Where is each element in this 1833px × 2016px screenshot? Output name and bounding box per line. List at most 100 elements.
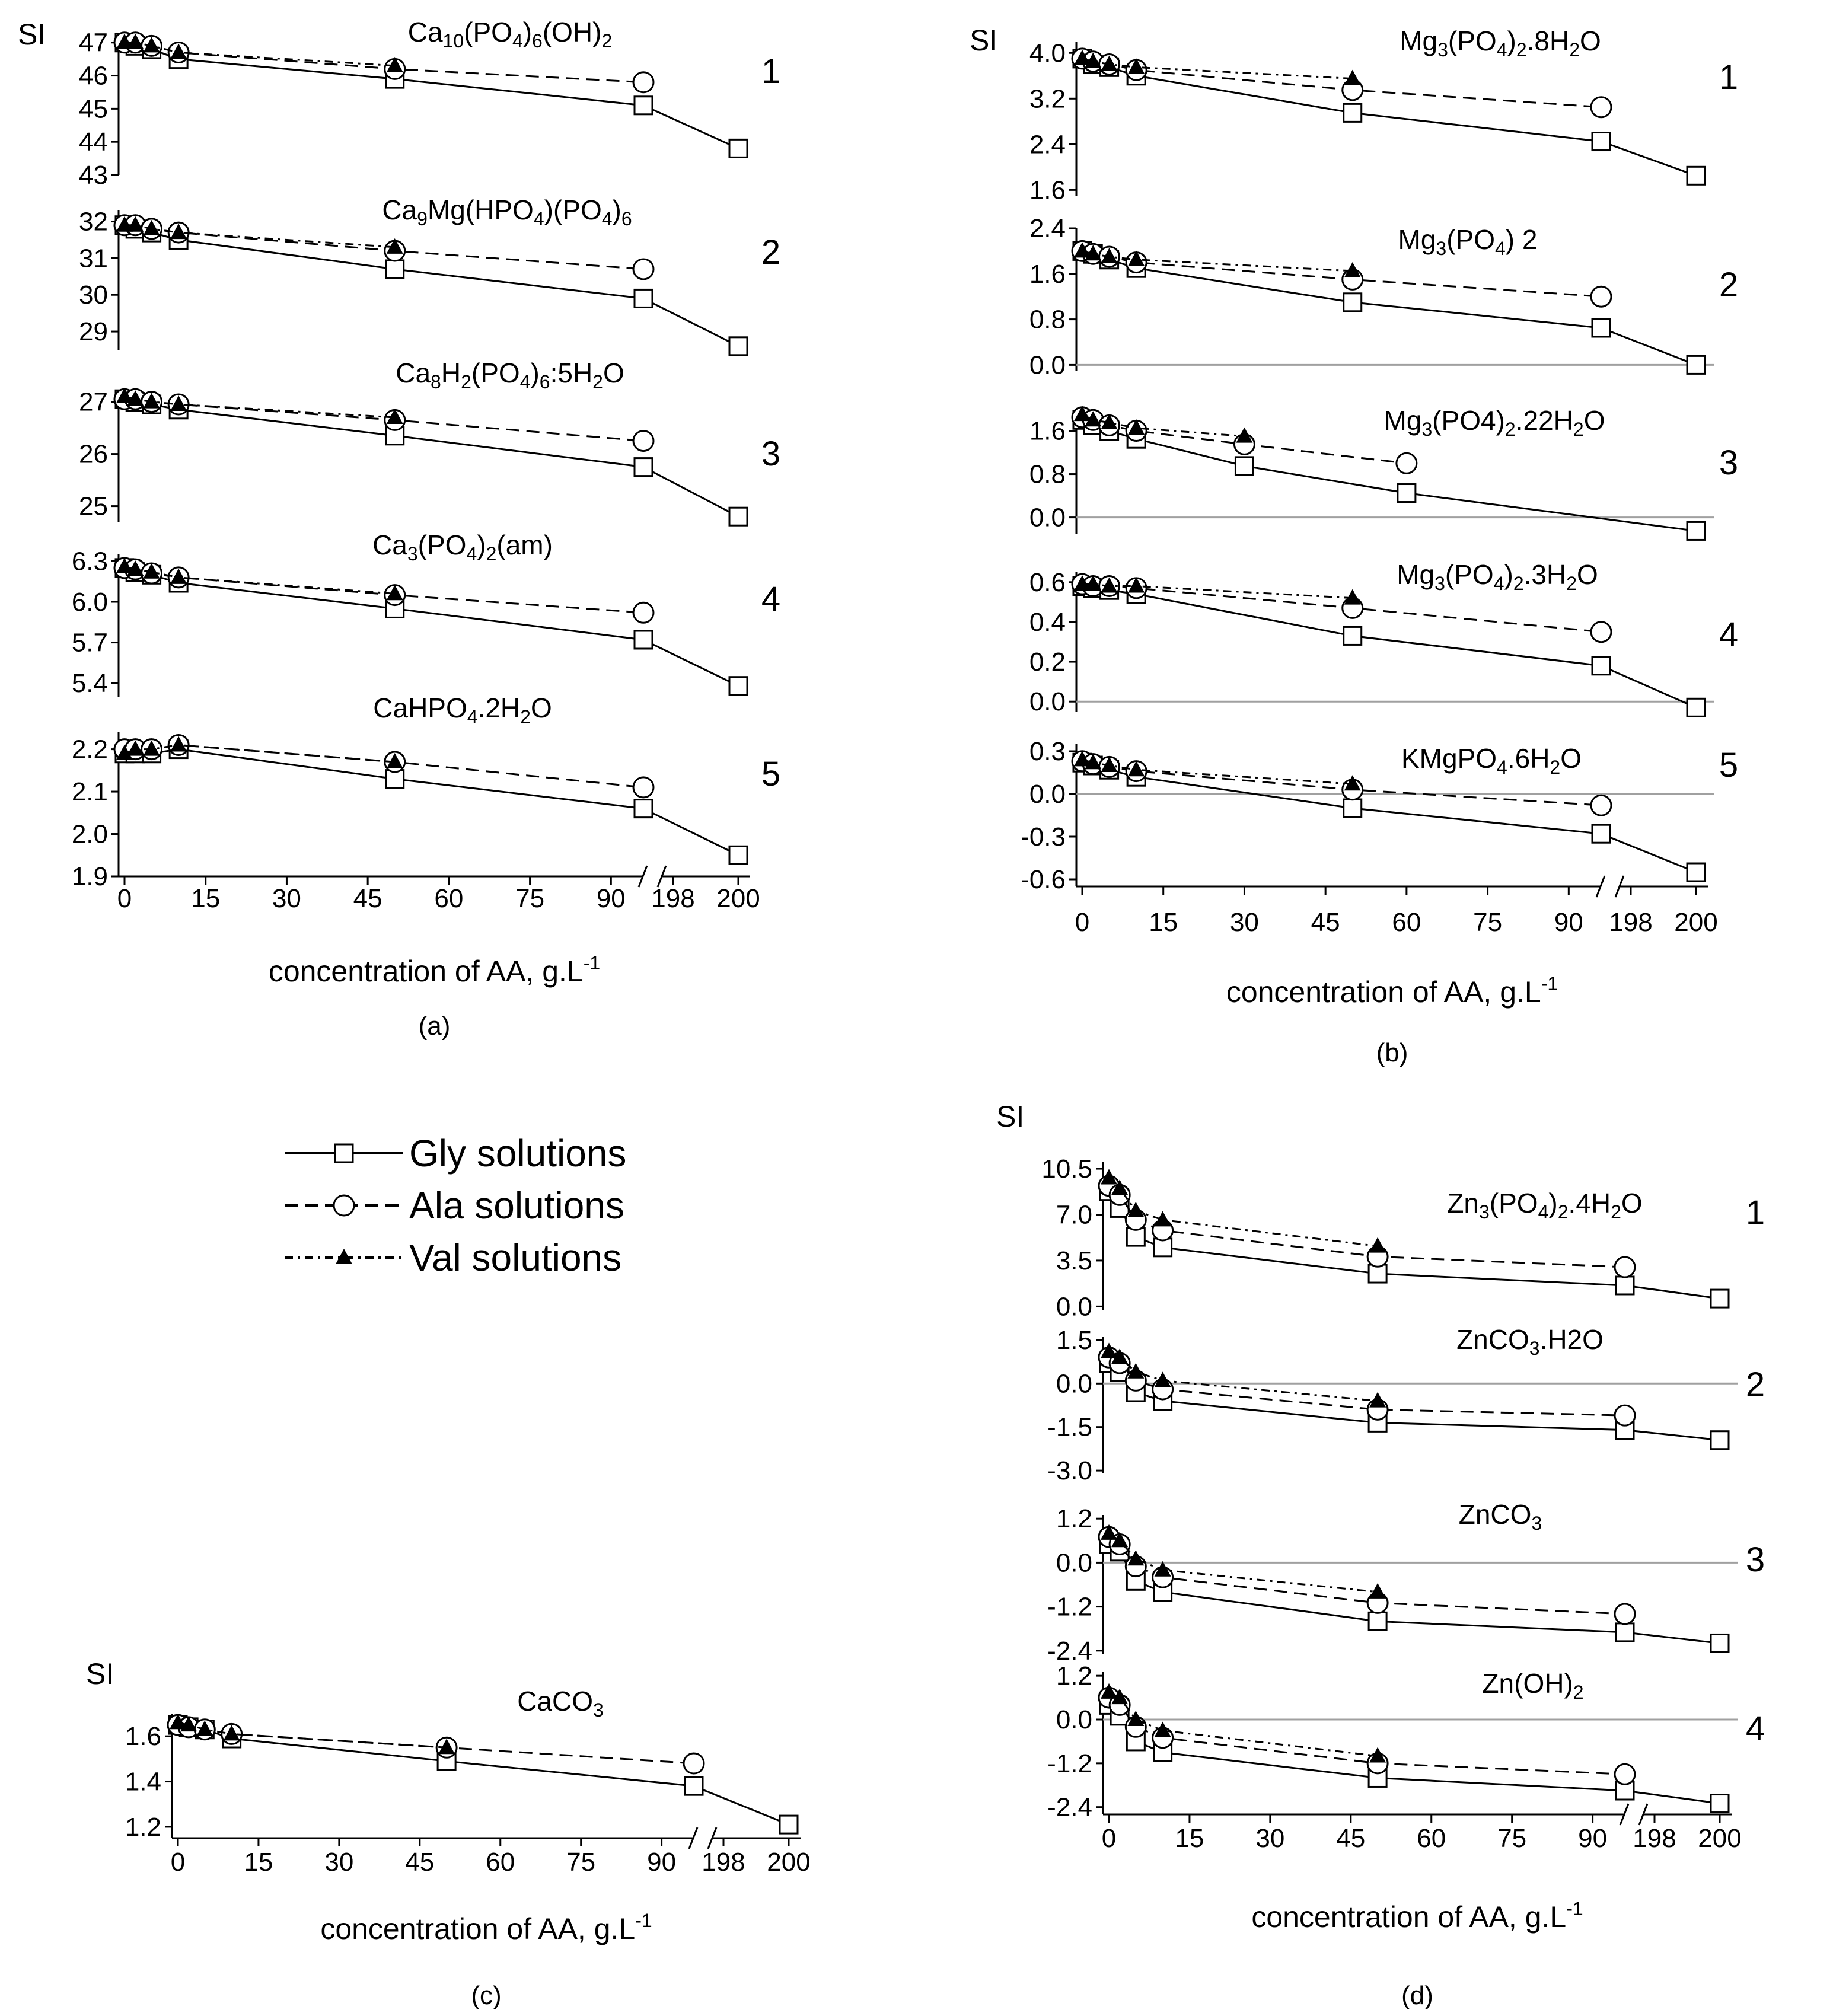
panel-title: Mg3(PO4)2.8H2O [1400, 25, 1601, 60]
x-tick-label: 45 [1336, 1824, 1365, 1853]
data-point-ala [1395, 452, 1418, 474]
data-point-gly [728, 506, 748, 527]
panel-number: 2 [1719, 266, 1738, 304]
panel-b-1: 1.6 2.4 3.2 4.0 Mg3(PO4)2.8H2O 1 [1029, 25, 1738, 205]
panel-number: 3 [1746, 1540, 1765, 1579]
x-tick-label: 0 [171, 1848, 185, 1877]
x-tick-label: 200 [767, 1848, 810, 1877]
data-point-val [127, 33, 144, 49]
legend-marker [334, 1143, 354, 1163]
y-tick-label: 25 [79, 492, 108, 521]
data-point-val [1111, 1532, 1129, 1548]
legend-marker [333, 1194, 355, 1217]
y-tick-label: 31 [79, 244, 108, 273]
data-point-ala [1590, 285, 1612, 308]
x-tick-label: 30 [272, 884, 301, 913]
axis-break-mark [1619, 1803, 1630, 1826]
data-point-val [1236, 427, 1253, 443]
y-tick-label: 1.5 [1056, 1326, 1092, 1355]
data-point-ala [632, 776, 655, 799]
data-point-val [1128, 761, 1145, 777]
x-tick-label: 200 [1674, 908, 1717, 937]
data-point-val [170, 1714, 186, 1730]
data-point-val [143, 563, 160, 579]
x-tick-label: 200 [1698, 1824, 1741, 1853]
y-tick-label: 1.9 [72, 862, 108, 891]
series-line-ala [125, 42, 644, 84]
data-point-val [1154, 1721, 1171, 1737]
x-tick-label: 0 [1102, 1824, 1116, 1853]
data-point-gly [1710, 1633, 1730, 1653]
panel-title: Ca10(PO4)6(OH)2 [408, 17, 613, 52]
data-point-val [1101, 1524, 1117, 1540]
x-tick-label: 75 [1473, 908, 1502, 937]
x-tick-label: 30 [324, 1848, 353, 1877]
y-tick-label: 6.3 [72, 547, 108, 576]
y-tick-label: 26 [79, 440, 108, 469]
figure-caption: (c) [471, 1981, 501, 2010]
figure-d: SI 0.0 3.5 7.0 10.5 Zn3(PO4)2.4H2O 1 -3.0 -1.5 0.… [996, 1100, 1765, 2010]
data-point-gly [1710, 1794, 1730, 1814]
y-tick-label: 7.0 [1056, 1200, 1092, 1229]
y-tick-label: 4.0 [1029, 39, 1066, 68]
data-point-val [143, 393, 160, 409]
y-tick-label: -1.5 [1047, 1413, 1092, 1442]
data-point-val [1154, 1211, 1171, 1227]
x-tick-label: 15 [191, 884, 220, 913]
panel-title: ZnCO3 [1459, 1499, 1542, 1534]
x-tick-label: 90 [1554, 908, 1583, 937]
x-tick-label: 60 [486, 1848, 515, 1877]
panel-number: 1 [1719, 58, 1738, 97]
data-point-val [1101, 1169, 1117, 1185]
y-tick-label: 2.2 [72, 735, 108, 764]
data-point-val [1085, 411, 1102, 427]
data-point-gly [633, 799, 653, 819]
y-tick-label: 0.3 [1029, 737, 1066, 766]
x-axis: 0 15 30 45 60 75 90 198 200 [1075, 875, 1718, 937]
data-point-val [127, 390, 144, 406]
panel-a-4: 5.4 5.7 6.0 6.3 Ca3(PO4)2(am) 4 [72, 529, 780, 698]
data-point-val [1111, 1689, 1129, 1705]
series-line-ala [177, 1724, 694, 1765]
x-tick-label: 198 [702, 1848, 745, 1877]
data-point-gly [1710, 1288, 1730, 1309]
y-tick-label: -0.3 [1021, 822, 1066, 851]
x-tick-label: 15 [244, 1848, 273, 1877]
data-point-val [116, 744, 133, 760]
panel-number: 4 [1746, 1709, 1765, 1748]
data-point-ala [632, 258, 655, 280]
y-tick-label: 10.5 [1041, 1154, 1092, 1184]
data-point-gly [1591, 318, 1611, 338]
data-point-gly [385, 259, 405, 279]
y-tick-label: 1.6 [1029, 417, 1066, 446]
x-tick-label: 30 [1255, 1824, 1284, 1853]
data-point-val [116, 387, 133, 403]
y-tick-label: -1.2 [1047, 1593, 1092, 1622]
data-point-val [116, 216, 133, 232]
y-tick-label: 0.8 [1029, 305, 1066, 334]
data-point-gly [1343, 626, 1363, 646]
series-line-gly [124, 567, 739, 687]
data-point-val [1101, 55, 1118, 71]
data-point-gly [1686, 697, 1706, 717]
axis-break-mark [1614, 875, 1625, 898]
x-axis-label: concentration of AA, g.L-1 [269, 952, 600, 988]
x-tick-label: 75 [566, 1848, 595, 1877]
data-point-gly [728, 336, 748, 356]
data-point-val [1074, 242, 1091, 258]
data-point-val [1074, 575, 1091, 591]
data-point-gly [779, 1814, 799, 1835]
data-point-val [1074, 406, 1091, 422]
data-point-gly [1686, 165, 1706, 186]
y-axis-label: SI [86, 1657, 114, 1690]
data-point-val [386, 56, 403, 72]
y-tick-label: 45 [79, 94, 108, 123]
series-line-ala [1082, 250, 1602, 298]
data-point-val [116, 557, 133, 573]
data-point-gly [385, 769, 405, 789]
series-line-ala [125, 224, 644, 270]
x-axis: 0 15 30 45 60 75 90 198 200 [171, 1827, 811, 1877]
y-tick-label: 0.0 [1056, 1705, 1092, 1734]
data-point-val [170, 568, 187, 584]
data-point-gly [1686, 862, 1706, 882]
